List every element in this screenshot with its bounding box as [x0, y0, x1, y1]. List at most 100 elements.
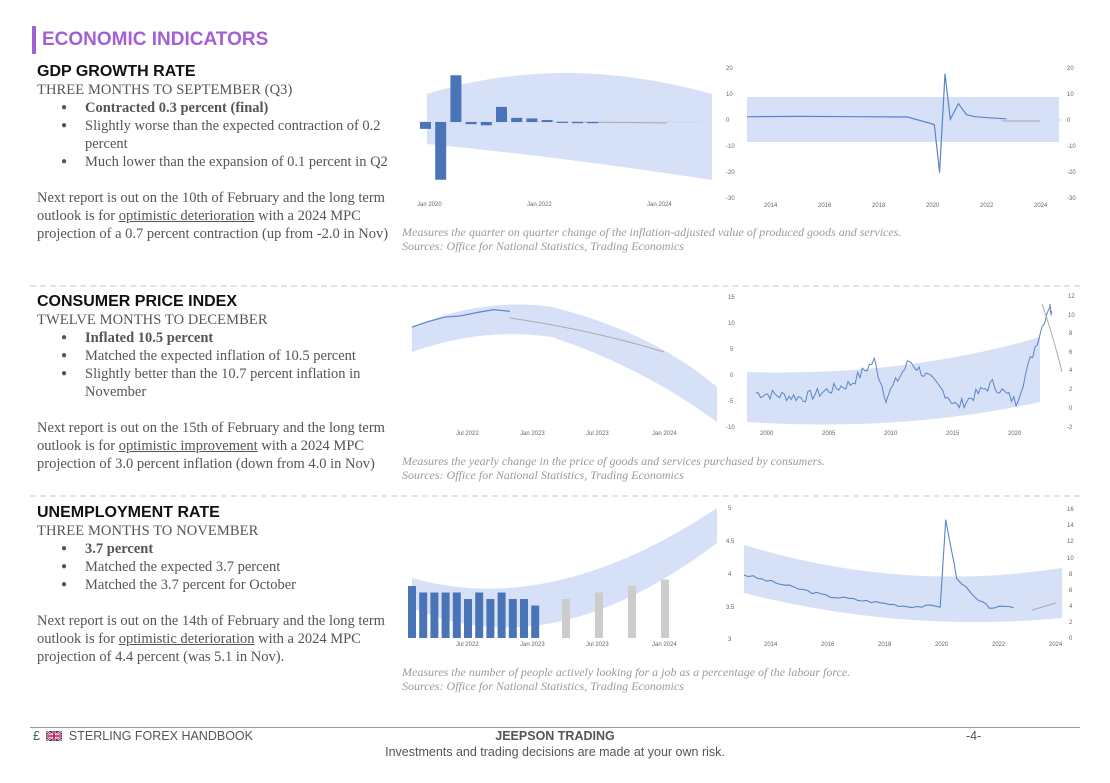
caption-text: Measures the quarter on quarter change o… — [402, 225, 902, 239]
x-tick: 2005 — [822, 431, 836, 437]
y-tick: 20 — [1067, 66, 1074, 72]
x-tick: 2020 — [926, 203, 940, 209]
bullet-item: Slightly better than the 10.7 percent in… — [59, 365, 397, 401]
bar — [531, 605, 540, 638]
y-tick: 16 — [1067, 507, 1074, 513]
y-tick: 4.5 — [726, 539, 735, 545]
bar — [480, 122, 492, 126]
y-tick: 5 — [728, 506, 732, 512]
forecast-band — [427, 73, 712, 180]
y-tick: 0 — [726, 118, 730, 124]
y-tick: 6 — [1069, 350, 1073, 356]
x-tick: 2014 — [764, 642, 778, 648]
caption-source: Sources: Office for National Statistics,… — [402, 679, 684, 693]
projection-line — [1031, 602, 1057, 611]
caption-text: Measures the yearly change in the price … — [402, 454, 826, 468]
forecast-band — [747, 97, 1059, 142]
footer-divider — [30, 727, 1080, 728]
page-number: -4- — [966, 729, 982, 743]
y-tick: 10 — [726, 92, 733, 98]
bar — [508, 599, 517, 638]
bullet-item: Matched the expected inflation of 10.5 p… — [59, 347, 397, 365]
y-tick: 0 — [1067, 118, 1071, 124]
forecast-band — [412, 304, 717, 422]
gdp-long-chart: 20 10 0 -10 -20 -30 20 10 0 -10 -20 -30 … — [726, 66, 1076, 209]
bullet-item: Much lower than the expansion of 0.1 per… — [59, 153, 397, 171]
section-title: CONSUMER PRICE INDEX — [37, 293, 238, 310]
x-tick: 2000 — [760, 431, 774, 437]
next-report-post: with a 2024 MPC projection of a 0.7 perc… — [37, 208, 389, 242]
bar — [465, 122, 477, 125]
outlook-link: optimistic deterioration — [118, 631, 255, 647]
cpi-text: CONSUMER PRICE INDEX TWELVE MONTHS TO DE… — [37, 292, 397, 473]
x-tick: Jul 2022 — [456, 642, 479, 648]
currency-symbol: £ — [33, 729, 40, 743]
unemployment-section: UNEMPLOYMENT RATE THREE MONTHS TO NOVEMB… — [0, 503, 1110, 683]
section-divider — [30, 285, 1080, 287]
bar — [450, 75, 462, 122]
y-tick: 4 — [728, 572, 732, 578]
y-tick: -10 — [726, 144, 735, 150]
y-axis-right: 12 10 8 6 4 2 0 -2 — [1067, 294, 1075, 431]
forecast-band — [747, 337, 1040, 425]
bar — [541, 120, 553, 122]
bar — [435, 122, 447, 180]
x-tick: Jan 2024 — [652, 431, 677, 437]
bar — [419, 592, 428, 638]
x-tick: Jan 2023 — [520, 431, 545, 437]
section-subtitle: TWELVE MONTHS TO DECEMBER — [37, 312, 268, 328]
y-tick: -20 — [1067, 170, 1076, 176]
x-tick: 2022 — [980, 203, 994, 209]
outlook-link: optimistic deterioration — [118, 208, 255, 224]
y-tick: 0 — [1069, 406, 1073, 412]
y-tick: 20 — [726, 66, 733, 72]
bar — [441, 592, 450, 638]
x-tick: Jan 2020 — [417, 202, 442, 208]
x-tick: 2020 — [935, 642, 949, 648]
y-tick: 2 — [1069, 620, 1073, 626]
series-line — [411, 308, 511, 328]
section-title: UNEMPLOYMENT RATE — [37, 504, 220, 521]
y-tick: 0 — [730, 373, 734, 379]
y-tick: -30 — [1067, 196, 1076, 202]
caption-source: Sources: Office for National Statistics,… — [402, 468, 684, 482]
y-tick: 12 — [1067, 539, 1074, 545]
gdp-caption: Measures the quarter on quarter change o… — [402, 225, 901, 253]
next-report-post: with a 2024 MPC projection of 4.4 percen… — [37, 631, 361, 665]
footer-brand: JEEPSON TRADING — [495, 729, 615, 743]
y-axis-right: 16 14 12 10 8 6 4 2 0 — [1067, 507, 1074, 642]
y-axis-left: 20 10 0 -10 -20 -30 — [726, 66, 735, 202]
x-tick: 2015 — [946, 431, 960, 437]
x-tick: 2022 — [992, 642, 1006, 648]
projection-line — [1041, 303, 1063, 373]
next-report-pre: Next report is out on the 10th of Februa… — [37, 190, 385, 224]
x-tick: 2018 — [872, 203, 886, 209]
next-report: Next report is out on the 14th of Februa… — [37, 612, 397, 666]
y-tick: -2 — [1067, 425, 1073, 431]
bullet-item: Matched the 3.7 percent for October — [59, 576, 397, 594]
caption-text: Measures the number of people actively l… — [402, 665, 851, 679]
unemployment-text: UNEMPLOYMENT RATE THREE MONTHS TO NOVEMB… — [37, 503, 397, 666]
bullet-item: Contracted 0.3 percent (final) — [59, 99, 397, 117]
y-tick: 2 — [1069, 387, 1073, 393]
y-tick: -20 — [726, 170, 735, 176]
y-tick: 15 — [728, 295, 735, 301]
forecast-bar — [595, 592, 603, 638]
section-subtitle: THREE MONTHS TO NOVEMBER — [37, 523, 259, 539]
x-tick: 2016 — [821, 642, 835, 648]
y-tick: 4 — [1069, 604, 1073, 610]
y-tick: 8 — [1069, 572, 1073, 578]
bar — [526, 118, 538, 122]
section-subtitle: THREE MONTHS TO SEPTEMBER (Q3) — [37, 82, 293, 98]
y-tick: 4 — [1069, 368, 1073, 374]
forecast-bar — [562, 599, 570, 638]
bar — [408, 586, 416, 638]
bar — [496, 106, 507, 122]
next-report: Next report is out on the 10th of Februa… — [37, 189, 397, 243]
footer-handbook-title: STERLING FOREX HANDBOOK — [68, 729, 253, 743]
bar — [520, 599, 528, 638]
y-tick: -10 — [726, 425, 735, 431]
y-tick: 14 — [1067, 523, 1074, 529]
x-tick: 2010 — [884, 431, 898, 437]
unemployment-short-chart: Jul 2022 Jan 2023 Jul 2023 Jan 2024 — [408, 508, 717, 648]
